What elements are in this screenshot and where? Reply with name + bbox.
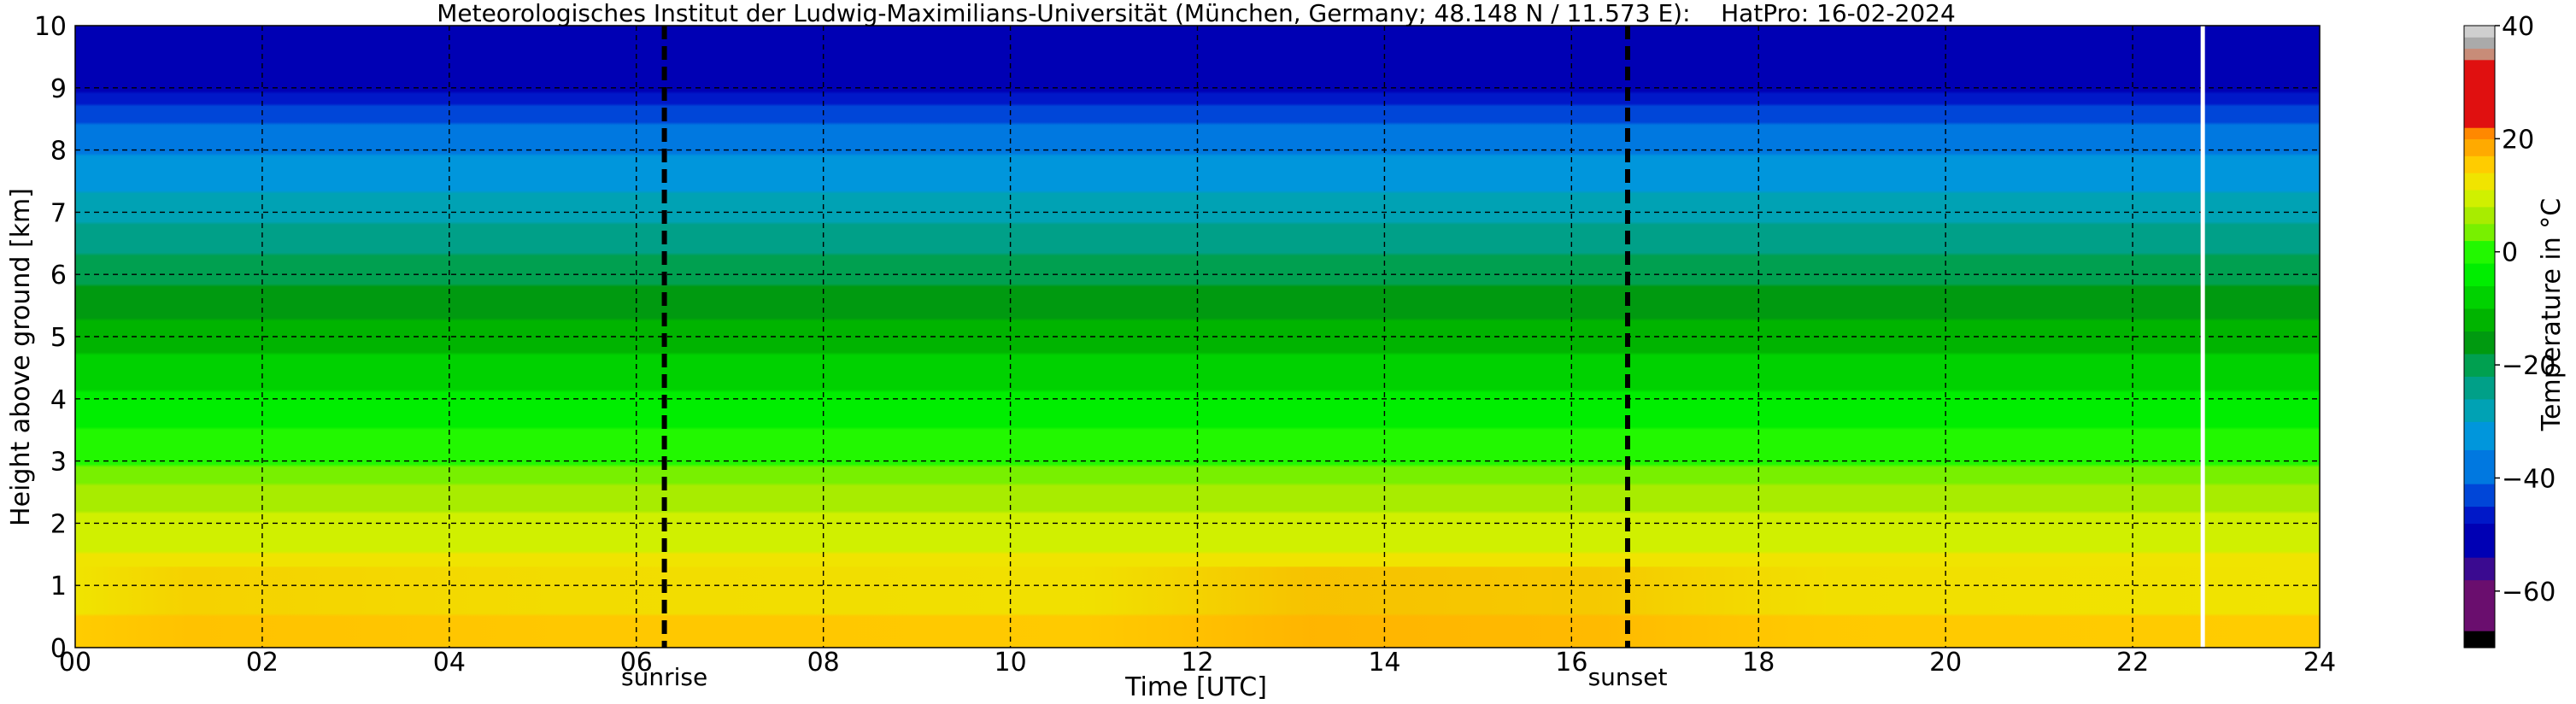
y-tick-label: 2 — [50, 509, 67, 539]
colorbar-segment — [2464, 353, 2495, 377]
x-axis-label: Time [UTC] — [1124, 672, 1267, 702]
colorbar-segment — [2464, 240, 2495, 264]
grid-lines — [75, 26, 2320, 648]
y-tick-label: 4 — [50, 385, 67, 415]
colorbar-segment — [2464, 308, 2495, 331]
colorbar-tick-label: −20 — [2502, 351, 2555, 381]
x-tick-label: 06 — [620, 648, 653, 678]
colorbar-segment — [2464, 173, 2495, 191]
colorbar-segment — [2464, 155, 2495, 173]
colorbar-segment — [2464, 48, 2495, 61]
y-tick-label: 7 — [50, 198, 67, 228]
y-axis-label: Height above ground [km] — [6, 188, 36, 526]
x-tick-label: 02 — [246, 648, 279, 678]
colorbar-segment — [2464, 376, 2495, 400]
surface-warm-layer — [75, 566, 2320, 648]
y-tick-label: 6 — [50, 261, 67, 290]
heatmap-plot-area — [74, 25, 2321, 648]
y-tick-label: 8 — [50, 137, 67, 167]
colorbar-ticks: 40 20 0 −20 −40 −60 — [2495, 12, 2555, 607]
colorbar-segment — [2464, 331, 2495, 355]
x-tick-label: 16 — [1555, 648, 1587, 678]
colorbar-segment — [2464, 631, 2495, 648]
x-tick-label: 20 — [1929, 648, 1962, 678]
y-tick-label: 10 — [34, 12, 67, 42]
colorbar-segment — [2464, 223, 2495, 242]
x-tick-label: 24 — [2303, 648, 2336, 678]
colorbar-segment — [2464, 285, 2495, 309]
colorbar-segment — [2464, 449, 2495, 484]
event-label-sunset: sunset — [1588, 663, 1668, 691]
colorbar-segment — [2464, 127, 2495, 139]
y-tick-label: 1 — [50, 572, 67, 601]
colorbar-frame — [2463, 25, 2496, 648]
event-labels: sunrise sunset — [621, 663, 1667, 691]
event-lines — [661, 26, 1631, 648]
x-tick-label: 14 — [1368, 648, 1400, 678]
colorbar-segment — [2464, 579, 2495, 631]
colorbar-segment — [2464, 523, 2495, 558]
colorbar-segment — [2464, 484, 2495, 507]
event-label-sunrise: sunrise — [621, 663, 707, 691]
x-tick-label: 18 — [1742, 648, 1775, 678]
x-tick-label: 10 — [994, 648, 1026, 678]
colorbar-segments — [2464, 26, 2495, 648]
x-tick-label: 00 — [59, 648, 91, 678]
colorbar-segment — [2464, 557, 2495, 581]
y-axis-ticks: 0 1 2 3 4 5 6 7 8 9 10 — [34, 12, 67, 664]
colorbar: 40 20 0 −20 −40 −60 Temperature in °C — [2463, 12, 2567, 648]
y-tick-label: 5 — [50, 323, 67, 353]
colorbar-segment — [2464, 37, 2495, 50]
colorbar-segment — [2464, 138, 2495, 156]
y-tick-label: 3 — [50, 448, 67, 478]
x-tick-label: 04 — [433, 648, 466, 678]
colorbar-segment — [2464, 506, 2495, 524]
colorbar-tick-label: −40 — [2502, 464, 2555, 494]
colorbar-segment — [2464, 398, 2495, 422]
colorbar-tick-label: 0 — [2502, 238, 2518, 268]
colorbar-segment — [2464, 26, 2495, 38]
x-tick-label: 12 — [1181, 648, 1213, 678]
x-tick-label: 22 — [2116, 648, 2149, 678]
plot-frame — [74, 25, 2321, 648]
colorbar-tick-label: 40 — [2502, 12, 2534, 42]
colorbar-segment — [2464, 189, 2495, 208]
x-axis-ticks: 00 02 04 06 08 10 12 14 16 18 20 22 24 — [59, 648, 2336, 678]
chart-title: Meteorologisches Institut der Ludwig-Max… — [437, 0, 1956, 27]
colorbar-label: Temperature in °C — [2537, 198, 2567, 431]
colorbar-segment — [2464, 421, 2495, 450]
x-tick-label: 08 — [807, 648, 840, 678]
colorbar-segment — [2464, 206, 2495, 225]
y-tick-label: 9 — [50, 74, 67, 104]
colorbar-tick-label: −60 — [2502, 578, 2555, 607]
y-tick-label: 0 — [50, 634, 67, 664]
colorbar-tick-label: 20 — [2502, 125, 2534, 155]
colorbar-segment — [2464, 59, 2495, 128]
colorbar-segment — [2464, 262, 2495, 287]
